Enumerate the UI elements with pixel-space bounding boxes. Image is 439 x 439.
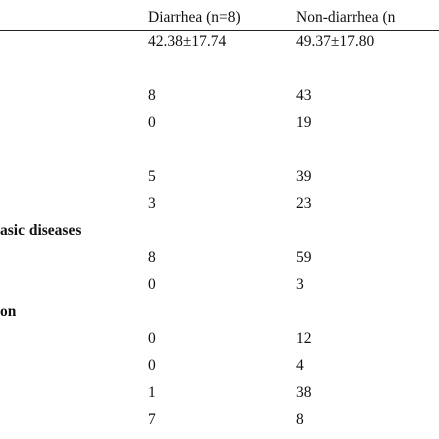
table-cell: 8 xyxy=(148,249,156,266)
table-cell: 39 xyxy=(296,168,312,185)
table-cell: 8 xyxy=(148,87,156,104)
table-cell: 43 xyxy=(296,87,312,104)
table-cell: 42.38±17.74 xyxy=(148,33,227,50)
header-rule xyxy=(0,30,439,31)
table-cell: 0 xyxy=(148,114,156,131)
column-header: Diarrhea (n=8) xyxy=(148,9,241,26)
table-cell: 49.37±17.80 xyxy=(296,33,375,50)
row-heading: asic diseases xyxy=(0,222,82,239)
table-cell: 0 xyxy=(148,276,156,293)
table-cell: 38 xyxy=(296,384,312,401)
table-cell: 3 xyxy=(148,195,156,212)
table-cell: 3 xyxy=(296,276,304,293)
table-cell: 59 xyxy=(296,249,312,266)
table-cell: 19 xyxy=(296,114,312,131)
table-cell: 23 xyxy=(296,195,312,212)
table-cell: 0 xyxy=(148,357,156,374)
table-cell: 1 xyxy=(148,384,156,401)
table-cell: 7 xyxy=(148,411,156,428)
table-cell: 5 xyxy=(148,168,156,185)
table-cell: 4 xyxy=(296,357,304,374)
column-header: Non-diarrhea (n xyxy=(296,9,396,26)
table-cell: 12 xyxy=(296,330,312,347)
table-cell: 0 xyxy=(148,330,156,347)
row-heading: on xyxy=(0,303,17,320)
table-cell: 8 xyxy=(296,411,304,428)
